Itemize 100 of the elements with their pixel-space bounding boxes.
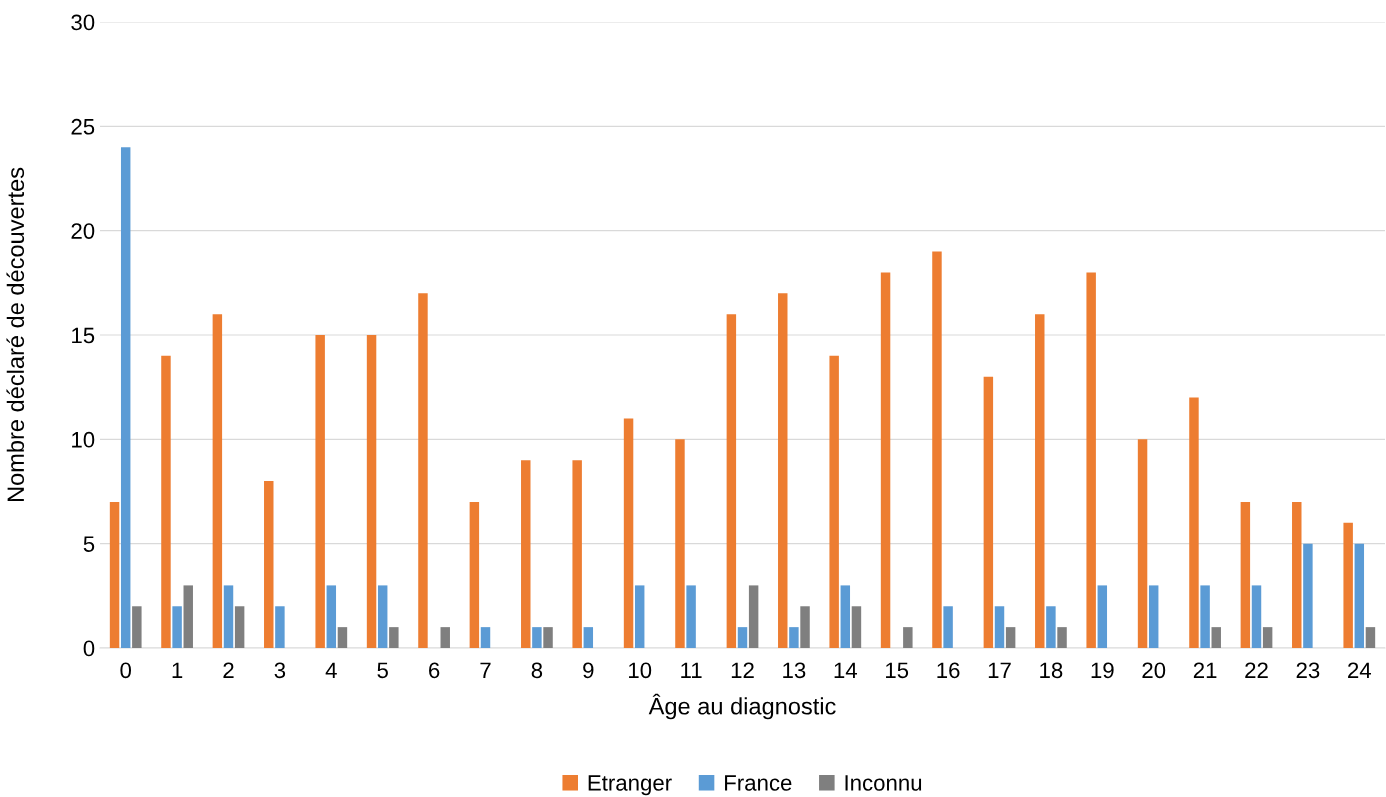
bar	[1086, 272, 1096, 648]
x-tick-label: 23	[1296, 662, 1320, 679]
bar	[686, 585, 696, 648]
bar	[223, 585, 234, 648]
y-tick-label: 25	[71, 118, 95, 135]
bar	[1240, 501, 1251, 648]
bar	[932, 251, 942, 648]
bar	[851, 606, 862, 648]
bar	[1137, 439, 1148, 648]
x-tick-label: 17	[988, 662, 1011, 678]
bar	[132, 606, 142, 648]
x-tick-label: 4	[325, 662, 337, 678]
bar	[1189, 397, 1199, 648]
y-tick-label: 20	[71, 223, 95, 239]
bar	[1251, 585, 1262, 648]
x-tick-label: 14	[834, 662, 858, 678]
bar	[1046, 606, 1056, 648]
bar	[778, 293, 788, 648]
x-tick-label: 13	[783, 662, 806, 679]
x-tick-label: 9	[583, 662, 594, 679]
bar	[994, 606, 1005, 648]
bar	[469, 501, 480, 648]
legend-label: Etranger	[588, 775, 672, 796]
bar	[212, 314, 223, 648]
bar	[1292, 501, 1302, 648]
bar	[543, 627, 553, 648]
bar	[829, 355, 839, 648]
bar	[275, 606, 285, 648]
bar	[675, 439, 685, 648]
bar	[572, 460, 582, 648]
x-tick-label: 5	[377, 662, 388, 679]
bar	[1200, 585, 1210, 648]
y-tick-label: 15	[72, 327, 95, 344]
bar	[532, 627, 542, 648]
x-tick-label: 24	[1348, 662, 1372, 678]
bar	[1354, 543, 1365, 648]
x-tick-label: 19	[1091, 662, 1114, 679]
x-tick-label: 10	[629, 662, 652, 679]
bar	[800, 606, 810, 648]
x-axis-title: Âge au diagnostic	[648, 693, 836, 720]
x-tick-label: 3	[274, 662, 286, 679]
x-tick-label: 18	[1040, 662, 1063, 679]
legend-label: France	[725, 775, 792, 791]
x-tick-label: 16	[937, 662, 960, 679]
x-tick-label: 0	[120, 662, 132, 679]
y-tick-label: 5	[83, 536, 95, 552]
bar	[583, 627, 594, 648]
bar	[183, 585, 193, 648]
bar	[789, 627, 799, 648]
x-tick-label: 8	[531, 662, 543, 679]
bar	[943, 606, 953, 648]
bar	[389, 627, 399, 648]
bar	[377, 585, 388, 648]
bar	[748, 585, 759, 648]
bar	[623, 418, 634, 648]
bar	[326, 585, 337, 648]
legend-label: Inconnu	[845, 775, 922, 791]
x-tick-label: 12	[731, 662, 754, 678]
bar	[264, 481, 274, 648]
bar	[1303, 543, 1313, 648]
bar	[440, 627, 450, 648]
y-tick-label: 10	[72, 431, 95, 448]
bar	[840, 585, 851, 648]
bar	[315, 335, 325, 648]
bar	[234, 606, 245, 648]
bar	[120, 147, 131, 648]
bar	[1365, 627, 1376, 648]
bar	[521, 460, 531, 648]
bar	[1057, 627, 1067, 648]
bar	[1035, 314, 1045, 648]
x-tick-label: 21	[1193, 662, 1217, 678]
y-tick-label: 0	[83, 640, 95, 657]
bar	[366, 335, 377, 648]
x-tick-label: 22	[1245, 662, 1268, 678]
bar	[1343, 522, 1353, 648]
bar	[1262, 627, 1273, 648]
x-tick-label: 2	[223, 662, 234, 678]
bar	[480, 627, 491, 648]
y-axis-title: Nombre déclaré de découvertes	[6, 167, 25, 502]
y-tick-label: 30	[71, 14, 95, 31]
x-tick-label: 7	[480, 662, 491, 678]
bar	[172, 606, 182, 648]
bar	[161, 355, 171, 648]
x-tick-label: 6	[429, 662, 440, 679]
x-tick-label: 20	[1142, 662, 1166, 679]
bar	[1097, 585, 1108, 648]
x-tick-label: 1	[172, 662, 183, 678]
bar	[903, 627, 913, 648]
x-tick-label: 15	[886, 662, 909, 679]
bar	[737, 627, 748, 648]
bar	[1005, 627, 1016, 648]
bar	[726, 314, 737, 648]
bar	[634, 585, 645, 648]
bar	[418, 293, 428, 648]
bar	[983, 376, 994, 648]
bar	[880, 272, 891, 648]
bar	[109, 501, 120, 648]
bar	[1148, 585, 1159, 648]
x-tick-label: 11	[681, 662, 702, 678]
bar	[337, 627, 348, 648]
